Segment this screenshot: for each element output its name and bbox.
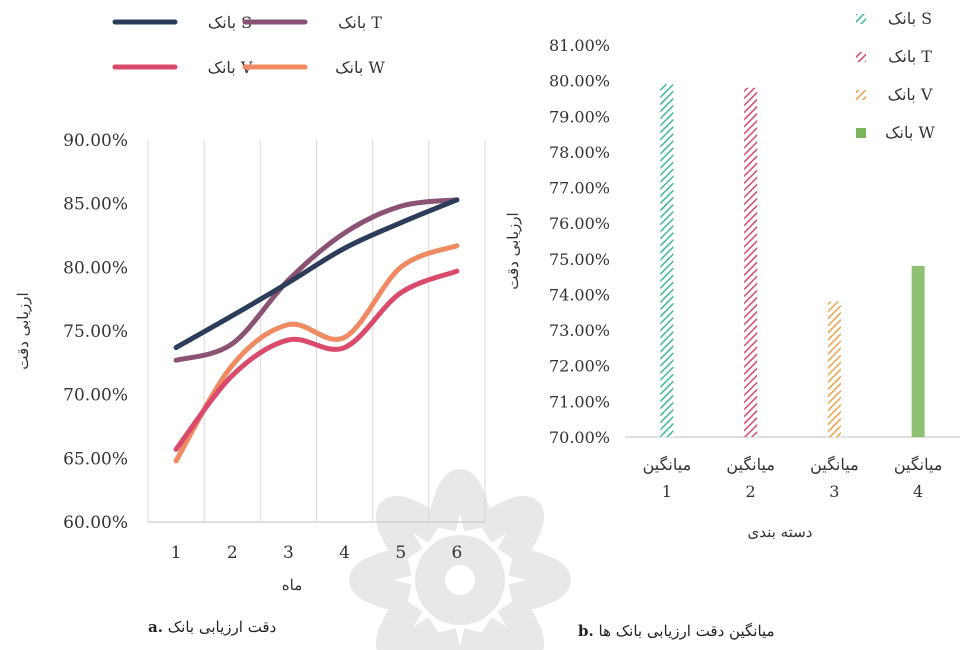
x-tick-label: 5	[395, 543, 406, 563]
x-tick-label: میانگین	[894, 455, 943, 474]
y-tick-label: 70.00%	[549, 428, 610, 447]
x-tick-label: 2	[227, 543, 238, 563]
x-tick-label: میانگین	[643, 455, 692, 474]
y-tick-label: 76.00%	[549, 214, 610, 233]
legend-label: بانک S	[888, 9, 932, 28]
y-tick-label: 90.00%	[63, 131, 128, 151]
watermark-petal	[375, 495, 445, 565]
y-tick-label: 85.00%	[63, 195, 128, 215]
bar-chart-average-accuracy: 70.00% 71.00% 72.00% 73.00% 74.00% 75.00% 76.0…	[504, 9, 960, 541]
watermark-petal	[349, 546, 412, 614]
x-tick-label: 4	[913, 482, 923, 501]
bar-4	[911, 265, 925, 437]
watermark-petal	[475, 495, 545, 565]
x-tick-label: میانگین	[810, 455, 859, 474]
legend-label: بانک T	[888, 47, 932, 66]
y-tick-label: 65.00%	[63, 449, 128, 469]
y-tick-label: 73.00%	[549, 321, 610, 340]
series-line-3	[173, 268, 460, 452]
bar-1	[660, 84, 674, 437]
legend-swatch	[856, 128, 866, 138]
watermark-petal	[508, 546, 571, 614]
legend-label: بانک V	[208, 58, 253, 77]
x-tick-label: 6	[452, 543, 463, 563]
y-tick-label: 81.00%	[549, 36, 610, 55]
y-axis-label: ارزیابی دقت	[504, 212, 522, 289]
x-axis-label: دسته بندی	[748, 523, 813, 541]
watermark-petal	[426, 628, 494, 650]
legend-label: بانک S	[208, 13, 252, 32]
legend-label: بانک W	[885, 123, 935, 142]
y-tick-label: 74.00%	[549, 285, 610, 304]
legend-swatch	[856, 90, 866, 100]
x-axis-label: ماه	[282, 576, 302, 594]
x-tick-label: 1	[662, 482, 672, 501]
caption-b-text: میانگین دقت ارزیابی بانک ها	[598, 622, 775, 640]
caption-a-text: دقت ارزیابی بانک	[167, 618, 277, 636]
y-tick-label: 72.00%	[549, 357, 610, 376]
caption-a-label: a.	[148, 618, 163, 636]
legend-swatch	[856, 52, 866, 62]
y-tick-label: 78.00%	[549, 143, 610, 162]
watermark-petal	[426, 469, 494, 532]
caption-a: a. دقت ارزیابی بانک	[140, 618, 276, 636]
x-tick-label: 3	[829, 482, 839, 501]
caption-b: b. میانگین دقت ارزیابی بانک ها	[570, 622, 775, 640]
bar-2	[744, 87, 758, 437]
series-line-4	[173, 243, 460, 464]
y-tick-label: 75.00%	[63, 322, 128, 342]
series-line-2	[173, 197, 460, 363]
y-tick-label: 71.00%	[549, 392, 610, 411]
y-tick-label: 80.00%	[549, 72, 610, 91]
series-line-1	[173, 197, 460, 351]
bar-3	[827, 301, 841, 437]
caption-b-label: b.	[578, 622, 594, 640]
watermark-center	[415, 535, 505, 625]
x-tick-label: 2	[746, 482, 756, 501]
x-tick-label: میانگین	[726, 455, 775, 474]
x-tick-label: 4	[339, 543, 350, 563]
y-tick-label: 79.00%	[549, 107, 610, 126]
y-axis-label: ارزیابی دقت	[14, 292, 32, 369]
y-tick-label: 77.00%	[549, 179, 610, 198]
legend-label: بانک V	[888, 85, 933, 104]
legend-label: بانک W	[335, 58, 385, 77]
y-tick-label: 60.00%	[63, 513, 128, 533]
x-tick-label: 3	[283, 543, 294, 563]
y-tick-label: 80.00%	[63, 258, 128, 278]
x-tick-label: 1	[171, 543, 182, 563]
y-tick-label: 70.00%	[63, 386, 128, 406]
line-chart-bank-accuracy: 60.00% 65.00% 70.00% 75.00% 80.00% 85.00% 90.0…	[14, 13, 486, 594]
legend-swatch	[856, 14, 866, 24]
legend-label: بانک T	[338, 13, 382, 32]
y-tick-label: 75.00%	[549, 250, 610, 269]
